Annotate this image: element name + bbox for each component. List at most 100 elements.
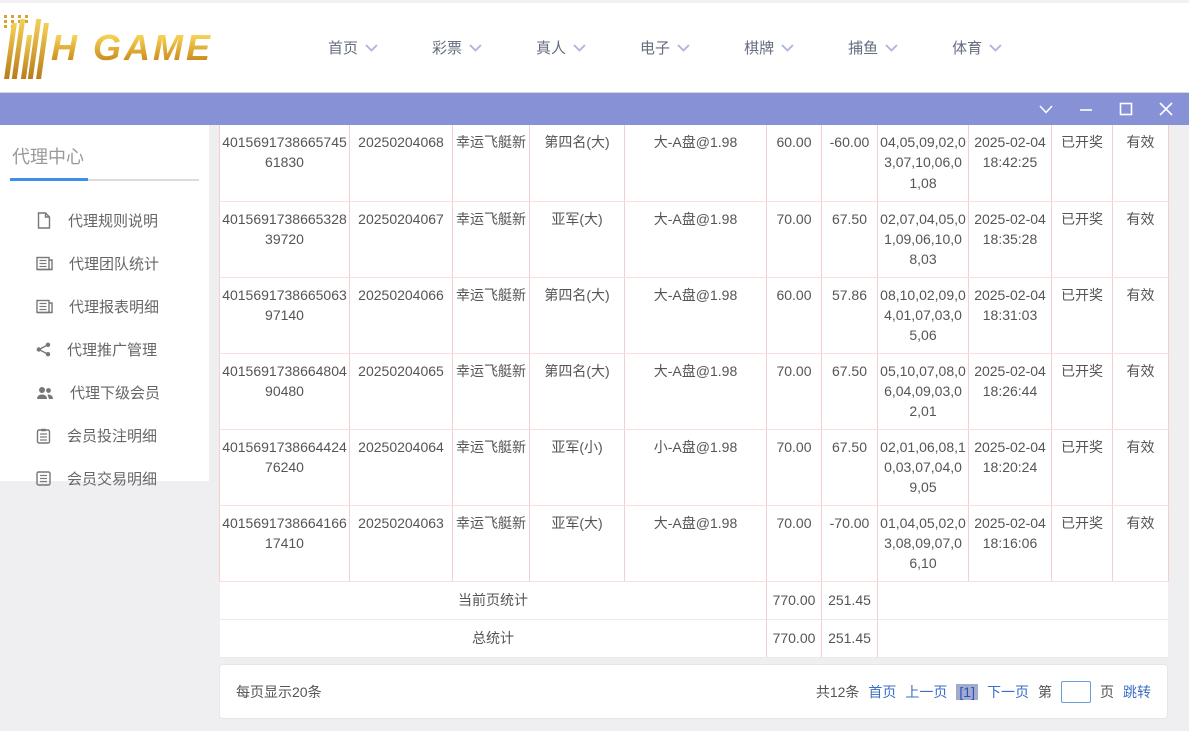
logo-emblem-icon [4, 14, 49, 79]
window-titlebar [0, 92, 1189, 125]
nav-label: 真人 [536, 40, 567, 57]
table-cell: 04,05,09,02,03,07,10,06,01,08 [877, 125, 969, 202]
table-cell: 05,10,07,08,06,04,09,03,02,01 [877, 353, 969, 430]
sidebar-item-bet-detail[interactable]: 会员投注明细 [0, 414, 209, 457]
table-cell: 60.00 [766, 125, 822, 202]
chevron-down-icon [885, 43, 898, 52]
table-row: 401569173866506397140 20250204066 幸运飞艇新 第四名… [219, 277, 1169, 354]
nav-item-live[interactable]: 真人 [536, 37, 586, 58]
table-cell: 幸运飞艇新 [452, 353, 530, 430]
table-cell: 20250204066 [349, 277, 453, 354]
jump-suffix-label: 页 [1100, 683, 1114, 700]
summary-amount: 770.00 [766, 619, 822, 658]
sidebar-divider [10, 178, 199, 181]
sidebar-item-label: 会员交易明细 [67, 471, 158, 488]
summary-empty [877, 619, 1169, 658]
list-icon [36, 471, 51, 486]
current-page-indicator: [1] [956, 683, 978, 700]
table-row: 401569173866532839720 20250204067 幸运飞艇新 亚军(… [219, 201, 1169, 278]
table-cell: 幸运飞艇新 [452, 125, 530, 202]
pagination-bar: 每页显示20条 共12条 首页 上一页 [1] 下一页 第 页 跳转 [219, 664, 1168, 719]
sidebar: 代理中心 代理规则说明 代理团队统计 代理报表明细 代理推广管理 代理下级会员 [0, 125, 209, 488]
chevron-down-icon[interactable] [1033, 98, 1059, 120]
table-cell: 70.00 [766, 353, 822, 430]
table-cell: 02,07,04,05,01,09,06,10,08,03 [877, 201, 969, 278]
summary-profit: 251.45 [821, 619, 878, 658]
table-cell: 已开奖 [1051, 125, 1113, 202]
main-nav: 首页 彩票 真人 电子 棋牌 捕鱼 体育 [300, 37, 1002, 58]
window-top-edge [0, 0, 1189, 3]
maximize-icon[interactable] [1113, 98, 1139, 120]
table-cell: 第四名(大) [529, 277, 625, 354]
clipboard-icon [36, 428, 51, 444]
bet-records-table: 401569173866574561830 20250204068 幸运飞艇新 第四名… [219, 125, 1169, 658]
table-cell: 已开奖 [1051, 505, 1113, 582]
table-cell: 大-A盘@1.98 [624, 505, 767, 582]
table-cell: 57.86 [821, 277, 878, 354]
table-cell: 有效 [1112, 277, 1169, 354]
nav-label: 首页 [328, 40, 359, 57]
nav-item-cards[interactable]: 棋牌 [744, 37, 794, 58]
chevron-down-icon [573, 43, 586, 52]
sidebar-item-sub-members[interactable]: 代理下级会员 [0, 371, 209, 414]
table-cell: 67.50 [821, 353, 878, 430]
table-cell: 2025-02-04 18:42:25 [968, 125, 1052, 202]
minimize-icon[interactable] [1073, 98, 1099, 120]
nav-item-home[interactable]: 首页 [328, 37, 378, 58]
sidebar-item-label: 代理规则说明 [68, 213, 159, 230]
table-cell: 已开奖 [1051, 429, 1113, 506]
jump-prefix-label: 第 [1038, 683, 1052, 700]
table-cell: 2025-02-04 18:20:24 [968, 429, 1052, 506]
nav-item-fishing[interactable]: 捕鱼 [848, 37, 898, 58]
sidebar-item-report-detail[interactable]: 代理报表明细 [0, 285, 209, 328]
summary-row: 总统计 770.00 251.45 [219, 619, 1169, 658]
table-cell: 已开奖 [1051, 277, 1113, 354]
table-cell: 有效 [1112, 201, 1169, 278]
sidebar-item-label: 会员投注明细 [67, 428, 158, 445]
sidebar-item-transaction-detail[interactable]: 会员交易明细 [0, 457, 209, 500]
table-cell: -70.00 [821, 505, 878, 582]
site-header: H GAME 首页 彩票 真人 电子 棋牌 捕鱼 体育 [0, 3, 1189, 92]
table-cell: 20250204063 [349, 505, 453, 582]
sidebar-item-label: 代理下级会员 [70, 385, 161, 402]
nav-label: 体育 [952, 40, 983, 57]
table-cell: 第四名(大) [529, 353, 625, 430]
users-icon [37, 386, 53, 399]
nav-label: 棋牌 [744, 40, 775, 57]
brand-logo[interactable]: H GAME [0, 14, 300, 79]
jump-page-input[interactable] [1061, 680, 1091, 703]
table-cell: 2025-02-04 18:31:03 [968, 277, 1052, 354]
nav-item-sports[interactable]: 体育 [952, 37, 1002, 58]
nav-item-slots[interactable]: 电子 [640, 37, 690, 58]
first-page-link[interactable]: 首页 [868, 683, 897, 700]
summary-label: 总统计 [219, 619, 767, 658]
table-cell: 大-A盘@1.98 [624, 125, 767, 202]
nav-item-lottery[interactable]: 彩票 [432, 37, 482, 58]
sidebar-item-agent-rules[interactable]: 代理规则说明 [0, 199, 209, 242]
prev-page-link[interactable]: 上一页 [905, 683, 948, 700]
jump-button[interactable]: 跳转 [1123, 683, 1151, 700]
table-cell: 401569173866506397140 [219, 277, 350, 354]
table-cell: 亚军(大) [529, 201, 625, 278]
table-cell: 2025-02-04 18:16:06 [968, 505, 1052, 582]
next-page-link[interactable]: 下一页 [987, 683, 1029, 700]
summary-empty [877, 581, 1169, 620]
bet-table-body: 401569173866574561830 20250204068 幸运飞艇新 第四名… [219, 125, 1169, 658]
table-cell: 幸运飞艇新 [452, 505, 530, 582]
sidebar-item-label: 代理报表明细 [69, 299, 160, 316]
table-cell: 有效 [1112, 353, 1169, 430]
table-cell: 70.00 [766, 201, 822, 278]
table-cell: 2025-02-04 18:26:44 [968, 353, 1052, 430]
table-row: 401569173866480490480 20250204065 幸运飞艇新 第四名… [219, 353, 1169, 430]
nav-label: 捕鱼 [848, 40, 879, 57]
content-area: 代理中心 代理规则说明 代理团队统计 代理报表明细 代理推广管理 代理下级会员 [0, 125, 1189, 731]
nav-label: 电子 [640, 40, 671, 57]
sidebar-item-promotion[interactable]: 代理推广管理 [0, 328, 209, 371]
sidebar-item-label: 代理团队统计 [69, 256, 160, 273]
chevron-down-icon [989, 43, 1002, 52]
close-icon[interactable] [1153, 98, 1179, 120]
table-cell: 401569173866574561830 [219, 125, 350, 202]
sidebar-item-team-stats[interactable]: 代理团队统计 [0, 242, 209, 285]
table-cell: 401569173866416617410 [219, 505, 350, 582]
table-cell: 20250204064 [349, 429, 453, 506]
